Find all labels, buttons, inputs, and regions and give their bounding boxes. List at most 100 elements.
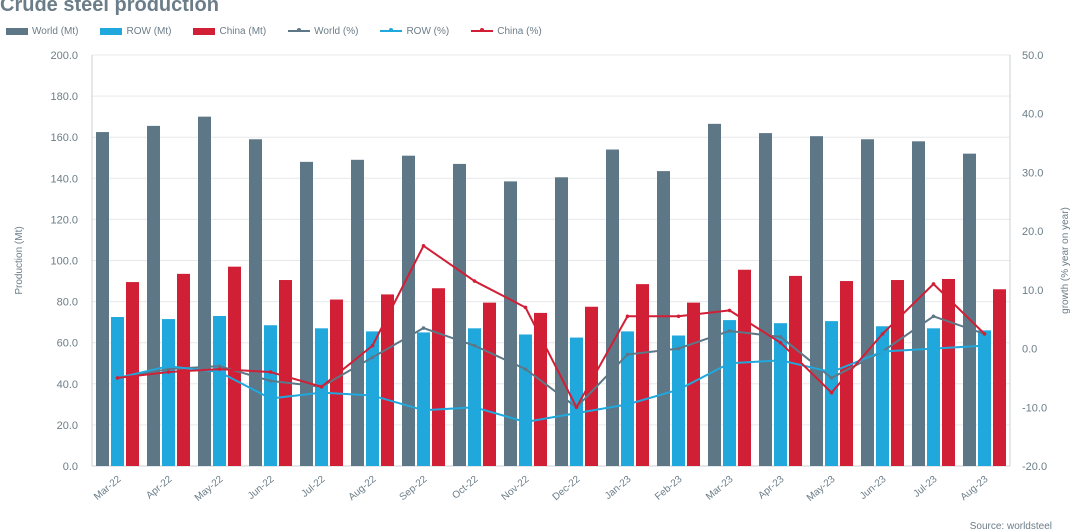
x-tick-label: Jan-23 bbox=[603, 474, 634, 502]
point-world bbox=[523, 367, 528, 371]
bar-row-mt bbox=[417, 332, 430, 466]
bar-china-mt bbox=[942, 278, 955, 466]
bar-row-mt bbox=[876, 326, 889, 466]
bar-world-mt bbox=[657, 171, 670, 467]
bar-world-mt bbox=[300, 161, 313, 467]
x-tick-label: Aug-23 bbox=[959, 474, 991, 503]
chart-legend: World (Mt) ROW (Mt) China (Mt) World (%)… bbox=[6, 24, 564, 38]
legend-item-world-pct: World (%) bbox=[288, 26, 358, 37]
legend-line-china-pct bbox=[471, 28, 494, 32]
bar-china-mt bbox=[585, 306, 598, 466]
point-china bbox=[778, 340, 783, 345]
x-tick-label: Feb-23 bbox=[653, 474, 685, 503]
bar-world-mt bbox=[351, 159, 364, 466]
point-row bbox=[574, 411, 579, 415]
x-tick-label: Oct-22 bbox=[450, 474, 480, 502]
bar-china-mt bbox=[738, 269, 751, 466]
y2-tick-label: 10.0 bbox=[1022, 285, 1043, 297]
bar-world-mt bbox=[912, 141, 925, 466]
legend-line-world-pct bbox=[288, 28, 311, 32]
point-china bbox=[115, 376, 120, 380]
bar-world-mt bbox=[147, 125, 160, 467]
bar-china-mt bbox=[177, 273, 190, 466]
y-tick-label: 120.0 bbox=[50, 214, 78, 226]
chart-title: Crude steel production bbox=[0, 0, 219, 16]
point-row bbox=[829, 370, 834, 374]
x-tick-label: Jul-23 bbox=[911, 474, 939, 500]
bar-china-mt bbox=[993, 289, 1006, 466]
legend-line-row-pct bbox=[380, 28, 403, 32]
bar-row-mt bbox=[621, 331, 634, 466]
legend-item-world-mt: World (Mt) bbox=[6, 26, 78, 37]
point-china bbox=[982, 332, 987, 336]
bar-world-mt bbox=[708, 123, 721, 466]
bar-china-mt bbox=[330, 299, 343, 466]
y2-tick-label: 0.0 bbox=[1022, 344, 1037, 356]
bar-china-mt bbox=[534, 312, 547, 466]
y-tick-label: 140.0 bbox=[50, 173, 78, 185]
line-china bbox=[117, 244, 986, 409]
bar-china-mt bbox=[789, 275, 802, 466]
point-world bbox=[421, 326, 426, 330]
y-tick-label: 20.0 bbox=[57, 420, 78, 432]
point-world bbox=[931, 314, 936, 319]
y-tick-label: 100.0 bbox=[50, 256, 78, 268]
x-tick-label: Jun-23 bbox=[858, 474, 889, 502]
legend-swatch-china-mt bbox=[193, 27, 216, 35]
point-china bbox=[217, 367, 222, 371]
y2-tick-label: 40.0 bbox=[1022, 109, 1043, 121]
bar-world-mt bbox=[453, 163, 466, 467]
legend-label-row-pct: ROW (%) bbox=[406, 25, 450, 37]
point-world bbox=[727, 329, 732, 333]
bar-row-mt bbox=[366, 331, 379, 466]
bar-world-mt bbox=[249, 139, 262, 466]
point-china bbox=[676, 314, 681, 319]
point-world bbox=[829, 376, 834, 380]
point-row bbox=[472, 405, 477, 410]
legend-item-row-mt: ROW (Mt) bbox=[100, 26, 171, 37]
bar-world-mt bbox=[861, 139, 874, 466]
x-tick-label: May-23 bbox=[805, 474, 838, 504]
legend-label-world-mt: World (Mt) bbox=[32, 25, 79, 37]
point-china bbox=[880, 332, 885, 336]
bar-china-mt bbox=[840, 281, 853, 466]
point-china bbox=[166, 370, 171, 374]
bar-row-mt bbox=[927, 328, 940, 466]
bar-world-mt bbox=[606, 149, 619, 466]
point-china bbox=[574, 405, 579, 410]
point-row bbox=[982, 343, 987, 348]
bar-world-mt bbox=[198, 116, 211, 467]
bar-row-mt bbox=[315, 328, 328, 466]
bar-china-mt bbox=[228, 266, 241, 466]
y2-tick-label: 30.0 bbox=[1022, 167, 1043, 179]
x-tick-label: Dec-22 bbox=[551, 474, 583, 503]
y2-tick-label: 50.0 bbox=[1022, 50, 1043, 62]
point-world bbox=[625, 352, 630, 357]
line-row bbox=[117, 344, 985, 423]
point-world bbox=[370, 355, 375, 360]
y2-axis-title: growth (% year on year) bbox=[1060, 207, 1071, 314]
y-tick-label: 0.0 bbox=[63, 461, 78, 473]
bar-world-mt bbox=[759, 133, 772, 466]
y2-tick-label: -10.0 bbox=[1022, 402, 1047, 414]
point-world bbox=[217, 364, 222, 368]
bar-row-mt bbox=[162, 319, 175, 466]
bar-world-mt bbox=[402, 155, 415, 466]
x-tick-label: Mar-23 bbox=[704, 474, 736, 503]
bar-world-mt bbox=[810, 136, 823, 467]
point-row bbox=[625, 402, 630, 407]
legend-label-china-mt: China (Mt) bbox=[219, 25, 267, 37]
point-world bbox=[676, 346, 681, 351]
x-tick-label: Jul-22 bbox=[299, 474, 327, 500]
line-world bbox=[117, 315, 985, 409]
point-row bbox=[268, 396, 273, 401]
bar-world-mt bbox=[96, 132, 109, 466]
x-tick-label: May-22 bbox=[193, 474, 226, 504]
point-china bbox=[829, 390, 834, 395]
x-tick-label: Sep-22 bbox=[398, 474, 430, 503]
bar-china-mt bbox=[381, 294, 394, 466]
point-row bbox=[370, 393, 375, 398]
y-tick-label: 60.0 bbox=[57, 338, 78, 350]
point-row bbox=[319, 390, 324, 395]
